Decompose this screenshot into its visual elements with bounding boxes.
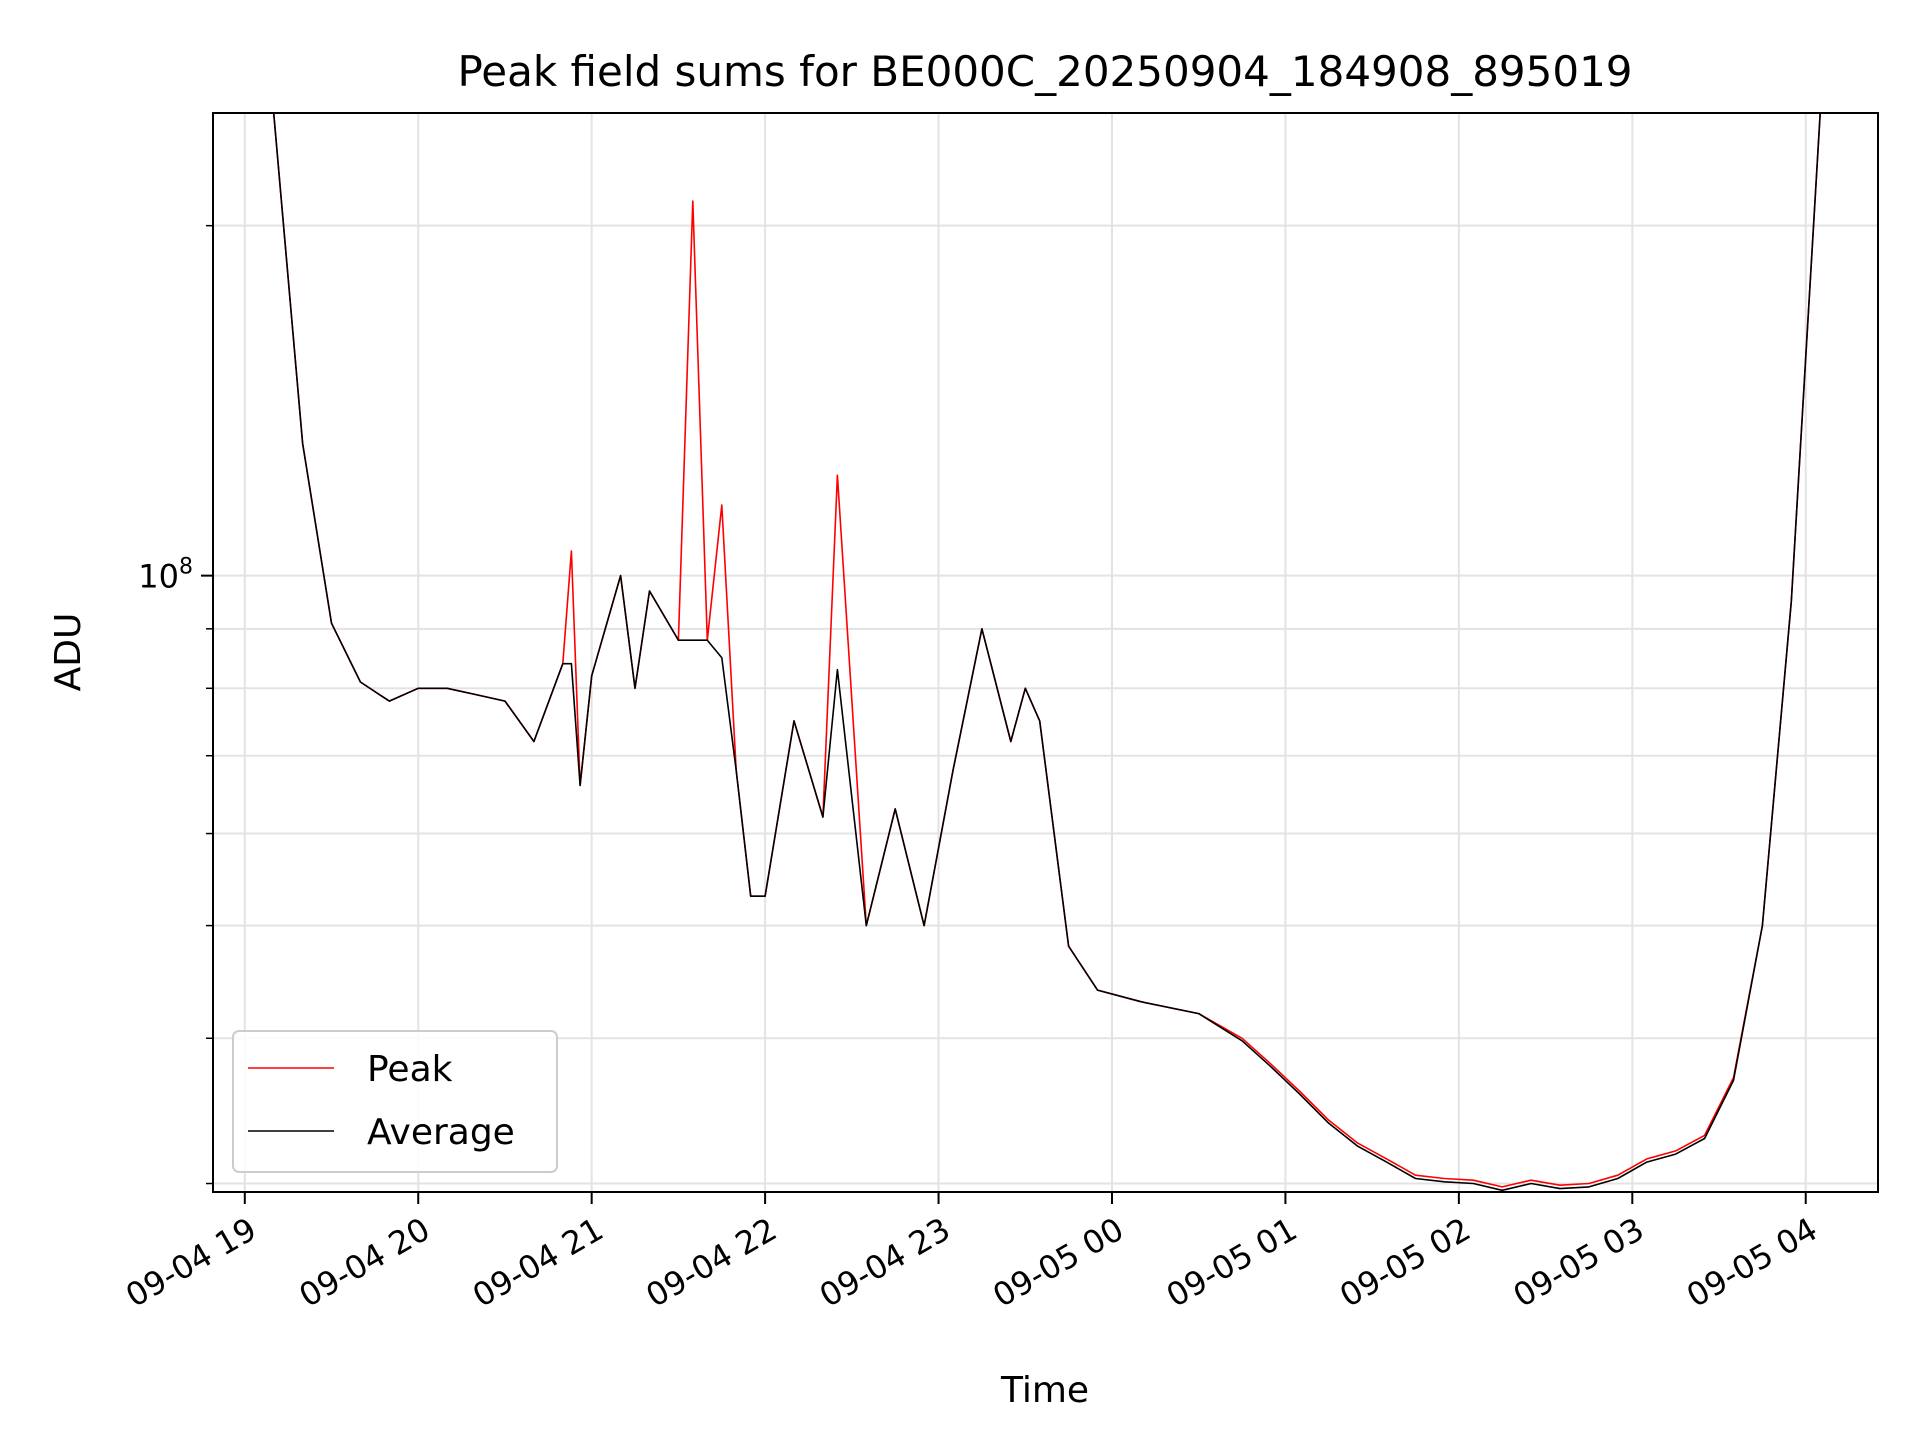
legend-label-average: Average xyxy=(367,1112,515,1153)
y-axis-label: ADU xyxy=(48,613,89,692)
legend-box xyxy=(232,1030,558,1173)
chart-title: Peak field sums for BE000C_20250904_1849… xyxy=(457,47,1632,96)
x-axis-label: Time xyxy=(1000,1370,1089,1411)
y-axis: 108 xyxy=(138,224,213,1185)
legend-label-peak: Peak xyxy=(367,1049,453,1090)
y-tick-label: 108 xyxy=(138,555,193,596)
plot-frame xyxy=(212,112,1879,1193)
legend: Peak Average xyxy=(232,1030,558,1173)
series-layer xyxy=(272,113,1821,1192)
series-line-average xyxy=(272,113,1821,1192)
